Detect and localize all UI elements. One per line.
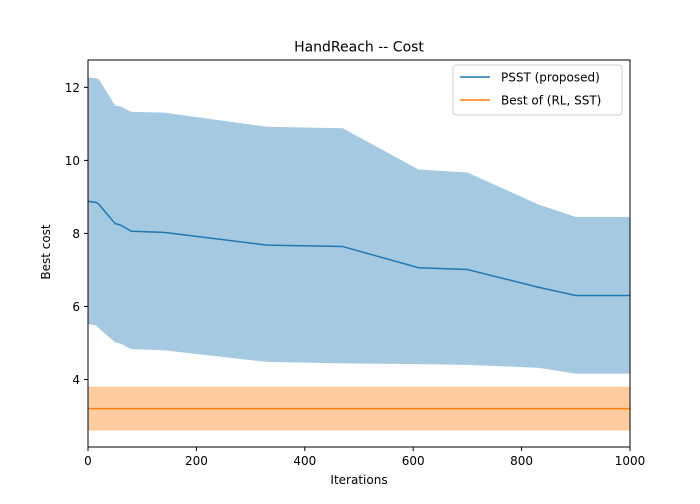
y-tick-label: 8 [72,227,80,241]
legend-label-best-of: Best of (RL, SST) [501,94,601,108]
y-tick-label: 4 [72,373,80,387]
x-tick-label: 400 [293,454,316,468]
chart-title: HandReach -- Cost [294,40,424,56]
legend-box [452,64,623,116]
x-tick-label: 0 [84,454,92,468]
y-axis-label: Best cost [39,224,53,280]
x-tick-label: 800 [510,454,533,468]
x-tick-label: 1000 [615,454,646,468]
plot-frame [87,59,631,448]
y-tick-label: 6 [72,300,80,314]
series-0-band [88,77,630,374]
y-tick-label: 12 [65,81,80,95]
legend-label-psst: PSST (proposed) [501,71,600,85]
series-0-line [87,200,630,297]
confidence-bands [88,77,630,431]
series-lines [87,200,630,410]
x-axis-label: Iterations [330,473,387,487]
x-tick-label: 600 [402,454,425,468]
x-tick-label: 200 [185,454,208,468]
axes: 0 200 400 600 800 1000 4 6 8 10 12 [65,59,646,468]
y-tick-label: 10 [65,154,80,168]
legend: PSST (proposed) Best of (RL, SST) [452,64,623,116]
